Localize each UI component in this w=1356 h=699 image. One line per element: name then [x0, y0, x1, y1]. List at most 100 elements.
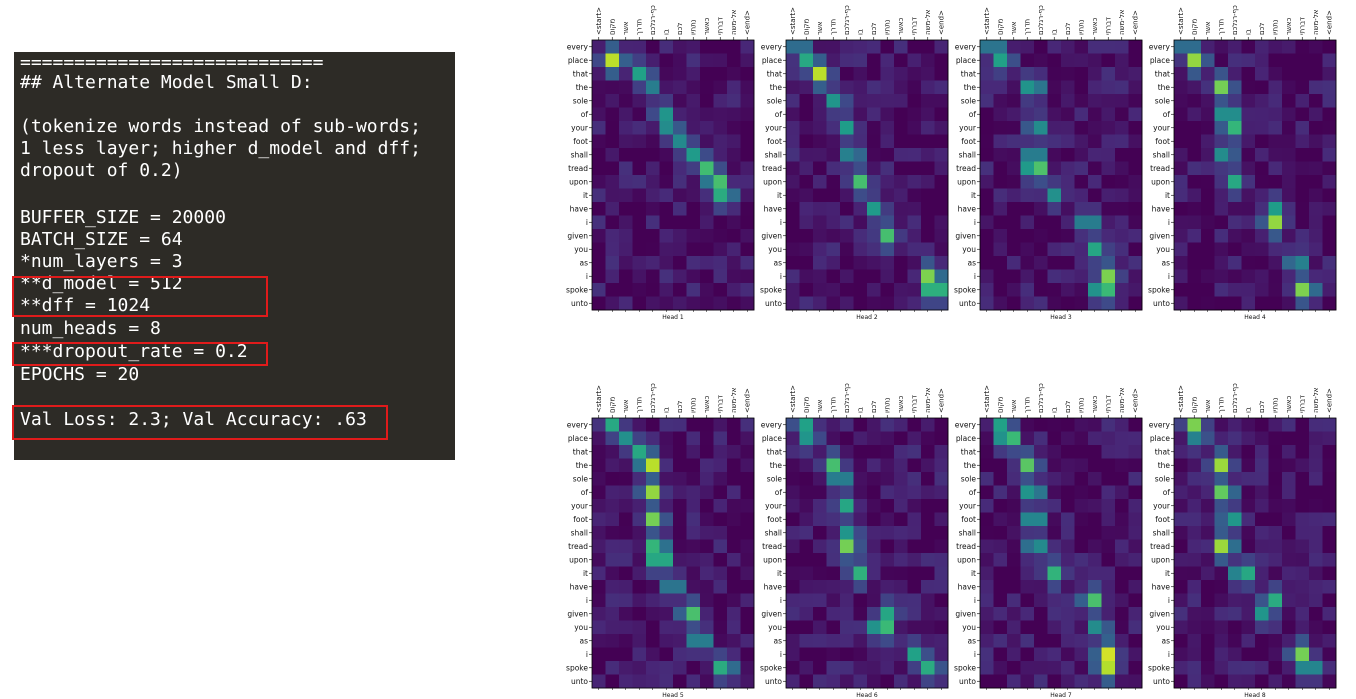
heatmap-cell: [1088, 566, 1102, 581]
heatmap-cell: [880, 593, 895, 608]
heatmap-cell: [1115, 674, 1129, 689]
y-tick-label: upon: [957, 555, 976, 564]
heatmap-cell: [592, 580, 606, 594]
heatmap-cell: [1061, 539, 1075, 554]
heatmap-cell: [686, 188, 701, 203]
heatmap-cell: [853, 202, 868, 216]
heatmap-cell: [1201, 296, 1215, 311]
heatmap-cell: [1241, 418, 1256, 432]
heatmap-cell: [907, 593, 922, 608]
y-tick-label: your: [571, 501, 589, 510]
heatmap-cell: [1268, 607, 1283, 621]
heatmap-cell: [1047, 283, 1062, 297]
heatmap-cell: [1201, 175, 1215, 189]
heatmap-cell: [826, 539, 841, 554]
y-tick-label: given: [955, 231, 976, 240]
heatmap-cell: [646, 512, 660, 527]
heatmap-cell: [1101, 256, 1116, 270]
heatmap-cell: [1047, 67, 1062, 81]
heatmap-cell: [686, 256, 701, 270]
heatmap-cell: [1020, 134, 1035, 149]
heatmap-cell: [727, 566, 741, 581]
heatmap-cell: [980, 472, 994, 486]
heatmap-cell: [1115, 175, 1129, 189]
x-tick-label: תדרך: [1217, 19, 1225, 35]
heatmap-cell: [993, 647, 1008, 662]
heatmap-cell: [880, 553, 895, 567]
heatmap-cell: [673, 67, 687, 81]
heatmap-cell: [740, 256, 755, 270]
heatmap-cell: [605, 661, 620, 675]
heatmap-cell: [700, 242, 714, 257]
heatmap-cell: [1268, 485, 1283, 500]
heatmap-cell: [993, 202, 1008, 216]
heatmap-cell: [1128, 607, 1143, 621]
heatmap-cell: [740, 445, 755, 459]
heatmap-cell: [1128, 661, 1143, 675]
y-tick-label: place: [956, 56, 977, 65]
heatmap-cell: [1295, 472, 1310, 486]
heatmap-cell: [1101, 80, 1116, 95]
heatmap-cell: [632, 553, 647, 567]
heatmap-cell: [700, 134, 714, 149]
heatmap-cell: [632, 431, 647, 446]
heatmap-cell: [786, 80, 800, 95]
heatmap-cell: [1007, 148, 1021, 162]
heatmap-cell: [799, 580, 814, 594]
heatmap-cell: [1061, 634, 1075, 648]
heatmap-cell: [700, 580, 714, 594]
heatmap-cell: [740, 229, 755, 243]
dropout-rate-line: ***dropout_rate = 0.2: [20, 341, 248, 362]
y-tick-label: given: [1149, 609, 1170, 618]
heatmap-cell: [786, 566, 800, 581]
heatmap-cell: [1061, 40, 1075, 54]
heatmap-cell: [713, 296, 728, 311]
x-tick-label: בו: [856, 29, 864, 35]
heatmap-cell: [1101, 188, 1116, 203]
heatmap-cell: [921, 458, 935, 473]
heatmap-cell: [980, 161, 994, 176]
heatmap-cell: [1047, 202, 1062, 216]
heatmap-cell: [934, 256, 949, 270]
heatmap-cell: [894, 256, 908, 270]
y-tick-label: foot: [1155, 137, 1170, 146]
heatmap-cell: [1201, 647, 1215, 662]
heatmap-cell: [1268, 269, 1283, 284]
heatmap-cell: [880, 607, 895, 621]
heatmap-cell: [619, 67, 633, 81]
y-tick-label: i: [780, 272, 782, 281]
heatmap-cell: [921, 553, 935, 567]
heatmap-cell: [1034, 485, 1048, 500]
heatmap-cell: [1322, 512, 1337, 527]
heatmap-cell: [1174, 148, 1188, 162]
heatmap-cell: [673, 593, 687, 608]
heatmap-cell: [1187, 499, 1202, 513]
heatmap-cell: [646, 229, 660, 243]
heatmap-cell: [592, 269, 606, 284]
num-layers-line: *num_layers = 3: [20, 251, 183, 272]
heatmap-cell: [1061, 647, 1075, 662]
x-tick-label: <end>: [937, 388, 945, 413]
heatmap-cell: [867, 121, 881, 135]
heatmap-cell: [826, 647, 841, 662]
heatmap-cell: [1187, 188, 1202, 203]
y-tick-label: the: [576, 83, 589, 92]
heatmap-cell: [1309, 53, 1323, 68]
heatmap-cell: [1034, 580, 1048, 594]
heatmap-cell: [880, 148, 895, 162]
heatmap-cell: [880, 418, 895, 432]
heatmap-cell: [1115, 472, 1129, 486]
heatmap-cell: [592, 134, 606, 149]
heatmap-cell: [673, 580, 687, 594]
heatmap-cell: [813, 134, 827, 149]
batch-size-line: BATCH_SIZE = 64: [20, 229, 183, 250]
heatmap-cell: [840, 283, 854, 297]
heatmap-cell: [632, 593, 647, 608]
heatmap-cell: [1295, 175, 1310, 189]
heatmap-cell: [619, 553, 633, 567]
heatmap-cell: [840, 121, 854, 135]
heatmap-cell: [813, 634, 827, 648]
heatmap-cell: [1268, 188, 1283, 203]
heatmap-cell: [1295, 283, 1310, 297]
